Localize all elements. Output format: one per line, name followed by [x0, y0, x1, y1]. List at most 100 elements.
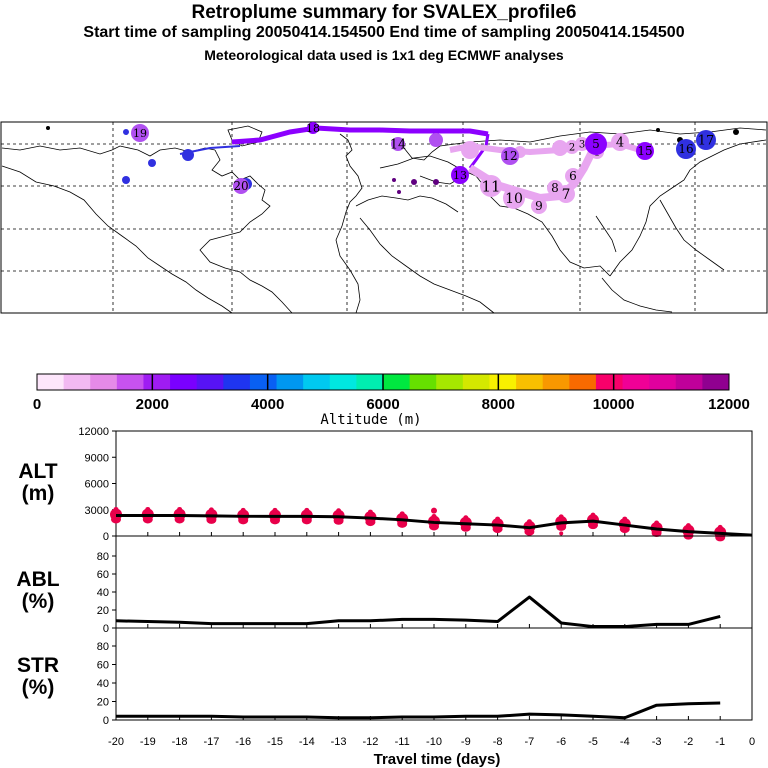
- day-label: 15: [637, 144, 652, 158]
- colorbar-tick-label: 10000: [593, 396, 635, 413]
- plume-dot: [182, 149, 194, 161]
- alt-ytick-label: 6000: [85, 479, 109, 491]
- day-label: 16: [678, 142, 693, 156]
- colorbar-cell: [63, 374, 91, 390]
- str-ytick-label: 80: [97, 641, 109, 653]
- abl-ytick-label: 40: [97, 587, 109, 599]
- x-tick-label: -12: [362, 736, 378, 748]
- alt-scatter-dot: [336, 508, 342, 514]
- day-label: 11: [481, 177, 500, 195]
- x-tick-label: -10: [426, 736, 442, 748]
- alt-series-line: [116, 513, 753, 537]
- colorbar-tick-label: 0: [33, 396, 41, 413]
- day-label: 2: [569, 143, 575, 154]
- day-marker: [565, 168, 581, 184]
- alt-scatter-dot: [717, 524, 723, 530]
- day-marker: [696, 130, 716, 150]
- colorbar-cell: [595, 374, 624, 390]
- day-label: 14: [390, 138, 407, 153]
- plume-track: [468, 133, 490, 169]
- alt-scatter-dot: [174, 515, 185, 524]
- day-label: 5: [592, 137, 600, 151]
- alt-scatter-dot: [715, 533, 726, 542]
- day-marker: [585, 133, 607, 155]
- colorbar-cell: [276, 374, 304, 390]
- coastline: [355, 195, 459, 213]
- x-tick-label: -19: [140, 736, 156, 748]
- alt-scatter-dot: [113, 506, 119, 512]
- x-tick-label: -20: [108, 736, 124, 748]
- abl-ytick-label: 0: [103, 623, 109, 635]
- day-label: 13: [453, 169, 467, 182]
- day-label: 6: [569, 169, 577, 183]
- alt-scatter-dot: [304, 507, 310, 513]
- day-marker: [611, 133, 629, 151]
- altitude-colorbar: 0 2000 4000 6000 8000 10000 12000 Altitude (m): [33, 373, 750, 428]
- colorbar-cell: [462, 374, 490, 390]
- colorbar-cell: [569, 374, 597, 390]
- abl-ytick-label: 60: [97, 569, 109, 581]
- x-tick-label: -17: [203, 736, 219, 748]
- alt-scatter-dot: [397, 519, 408, 528]
- str-ytick-label: 40: [97, 678, 109, 690]
- colorbar-tick-label: 4000: [251, 396, 284, 413]
- time-series-panels: 030006000900012000ALT(m)020406080ABL(%)0…: [16, 426, 755, 768]
- day-label: 20: [233, 179, 248, 193]
- day-marker: [575, 137, 589, 151]
- coastline: [335, 133, 363, 314]
- x-tick-label: -1: [715, 736, 725, 748]
- x-tick-label: -9: [461, 736, 471, 748]
- plume-dot: [123, 129, 129, 135]
- x-tick-label: -3: [652, 736, 662, 748]
- colorbar-title: Altitude (m): [320, 412, 421, 428]
- abl-ytick-label: 80: [97, 551, 109, 563]
- abl-panel-unit: (%): [22, 590, 55, 613]
- day-marker: [233, 178, 249, 194]
- alt-scatter-dot: [619, 525, 630, 534]
- plume-dot: [397, 190, 401, 194]
- alt-scatter-dot: [526, 519, 532, 525]
- alt-ytick-label: 12000: [78, 426, 109, 438]
- day-marker: [501, 147, 519, 165]
- str-series-line: [116, 701, 721, 720]
- coastline: [601, 277, 673, 313]
- plume-track: [231, 125, 489, 145]
- day-label: 9: [535, 199, 543, 213]
- alt-scatter-dot: [272, 507, 278, 513]
- alt-scatter-dot: [463, 515, 469, 521]
- colorbar-cell: [675, 374, 703, 390]
- x-tick-label: -4: [620, 736, 630, 748]
- sampling-time-line: Start time of sampling 20050414.154500 E…: [83, 24, 685, 41]
- x-tick-label: -6: [556, 736, 566, 748]
- alt-scatter-dot: [651, 529, 662, 537]
- colorbar-cell: [329, 374, 357, 390]
- day-label: 19: [133, 127, 147, 140]
- str-ytick-label: 60: [97, 660, 109, 672]
- plume-dot: [433, 179, 439, 185]
- plume-dot: [122, 176, 130, 184]
- map-panel: 1234567891011121314151617181920: [0, 121, 768, 314]
- colorbar-cell: [542, 374, 570, 390]
- x-tick-label: -11: [395, 736, 410, 748]
- day-label: 7: [562, 187, 571, 203]
- alt-scatter-dot: [270, 516, 280, 525]
- x-tick-label: -2: [684, 736, 694, 748]
- x-tick-label: -14: [299, 736, 315, 748]
- abl-ytick-label: 20: [97, 605, 109, 617]
- plume-dot: [461, 141, 479, 159]
- alt-scatter-dot: [365, 518, 376, 527]
- day-marker: [480, 175, 502, 197]
- day-marker: [503, 187, 525, 209]
- plume-dot: [733, 129, 739, 135]
- coastline: [439, 127, 767, 147]
- alt-scatter-dot: [590, 512, 596, 518]
- day-marker: [636, 142, 654, 160]
- abl-series-line: [115, 595, 721, 629]
- alt-scatter-dot: [431, 507, 437, 514]
- alt-scatter-dot: [111, 515, 121, 524]
- colorbar-cell: [223, 374, 251, 390]
- colorbar-cell: [702, 374, 730, 390]
- day-marker: [547, 180, 563, 196]
- plume-dot: [429, 133, 443, 147]
